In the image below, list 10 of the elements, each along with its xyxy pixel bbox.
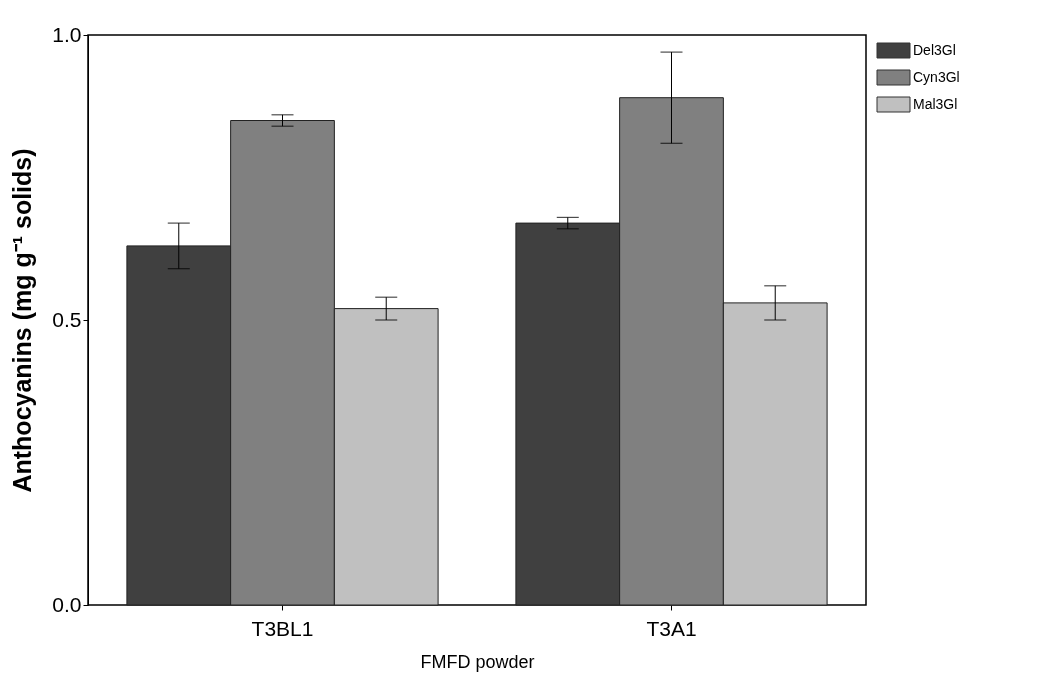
y-tick-label: 1.0 — [52, 22, 82, 46]
legend-label: Cyn3Gl — [913, 68, 960, 85]
x-tick-label: T3BL1 — [251, 616, 314, 640]
legend-label: Del3Gl — [913, 41, 956, 58]
y-tick-label: 0.0 — [52, 592, 82, 616]
x-tick-label: T3A1 — [646, 616, 697, 640]
y-axis-title: Anthocyanins (mg g⁻¹ solids) — [8, 148, 37, 493]
y-tick-label: 0.5 — [52, 307, 82, 331]
legend-label: Mal3Gl — [913, 95, 958, 112]
x-axis-title: FMFD powder — [420, 651, 535, 672]
